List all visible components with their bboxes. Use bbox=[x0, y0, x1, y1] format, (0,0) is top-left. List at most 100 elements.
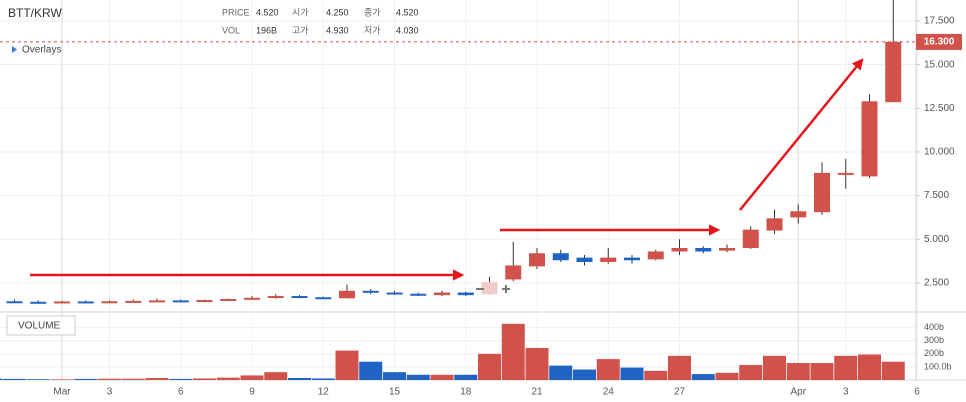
price-label: PRICE bbox=[222, 7, 250, 17]
volume-bar bbox=[145, 378, 169, 380]
y-tick-label: 10.000 bbox=[924, 147, 955, 158]
x-tick-label: 12 bbox=[318, 387, 330, 398]
price: 4.520 bbox=[256, 7, 279, 17]
candle-body bbox=[434, 292, 450, 296]
candle-body bbox=[30, 301, 47, 304]
last-price-label: 16.300 bbox=[924, 37, 955, 48]
y-tick-label: 12.500 bbox=[924, 103, 955, 114]
x-tick-label: 21 bbox=[531, 387, 543, 398]
volume-bar bbox=[739, 364, 763, 380]
volume-bar bbox=[834, 355, 858, 380]
x-tick-label: 27 bbox=[674, 387, 686, 398]
candle-body bbox=[6, 301, 23, 304]
marks bbox=[0, 0, 916, 380]
open-label: 시가 bbox=[292, 7, 309, 17]
volume-bar bbox=[193, 378, 216, 380]
close: 4.520 bbox=[396, 7, 419, 17]
volume-bar bbox=[359, 361, 383, 380]
overlays-caret[interactable] bbox=[12, 46, 17, 53]
candle-body bbox=[220, 298, 237, 301]
x-tick-label: 6 bbox=[178, 387, 184, 398]
x-tick-label: 9 bbox=[249, 387, 255, 398]
vol-label: VOL bbox=[222, 25, 240, 35]
volume-bar bbox=[406, 374, 430, 380]
grid bbox=[0, 0, 918, 380]
volume-bar bbox=[501, 323, 525, 380]
candle-body bbox=[695, 248, 712, 252]
y-tick-label: 15.000 bbox=[924, 59, 955, 70]
volume-bar bbox=[810, 363, 834, 380]
candle-body bbox=[552, 253, 569, 261]
volume-bar bbox=[430, 374, 454, 380]
overlays-button[interactable]: Overlays bbox=[22, 45, 61, 56]
volume-bar bbox=[454, 374, 478, 380]
candle-body bbox=[624, 257, 640, 261]
y-tick-label: 7.500 bbox=[924, 190, 949, 201]
x-tick-label: 3 bbox=[843, 387, 849, 398]
volume-bar bbox=[50, 379, 74, 380]
volume-bar bbox=[858, 354, 881, 380]
y-tick-label: 5.000 bbox=[924, 234, 949, 245]
volume-bar bbox=[668, 355, 691, 380]
volume-pane-label: VOLUME bbox=[18, 321, 61, 332]
volume-tick-label: 300b bbox=[924, 335, 944, 345]
candle-body bbox=[244, 297, 260, 300]
candle-body bbox=[410, 293, 427, 296]
volume-tick-label: 100.0b bbox=[924, 361, 952, 371]
candle-body bbox=[837, 172, 854, 175]
candle-body bbox=[101, 301, 118, 304]
x-tick-label: 6 bbox=[914, 387, 920, 398]
candle-body bbox=[861, 101, 878, 177]
vol: 196B bbox=[256, 25, 277, 35]
candle-body bbox=[576, 257, 593, 262]
candle-body bbox=[790, 211, 807, 218]
x-tick-label: 18 bbox=[460, 387, 472, 398]
volume-bar bbox=[3, 378, 26, 380]
candle-body bbox=[149, 300, 165, 303]
high: 4.930 bbox=[326, 25, 349, 35]
y-tick-label: 17.500 bbox=[924, 16, 955, 27]
volume-bar bbox=[335, 350, 359, 380]
candle-body bbox=[77, 301, 94, 304]
x-tick-label: 24 bbox=[603, 387, 615, 398]
candle-body bbox=[125, 300, 142, 303]
volume-pane-box bbox=[6, 315, 76, 336]
candle-body bbox=[362, 290, 379, 293]
x-tick-label: 3 bbox=[107, 387, 113, 398]
candle-body bbox=[315, 297, 332, 300]
zoom-control bbox=[474, 282, 514, 296]
volume-bar bbox=[264, 372, 288, 380]
volume-bar bbox=[691, 374, 715, 380]
volume-bar bbox=[478, 353, 501, 380]
candle-body bbox=[196, 300, 213, 303]
candle-body bbox=[814, 172, 830, 213]
volume-bar bbox=[596, 359, 620, 380]
volume-bar bbox=[288, 378, 311, 380]
volume-bar bbox=[573, 369, 596, 380]
candle-body bbox=[766, 218, 783, 231]
volume-bar bbox=[240, 375, 264, 380]
volume-bar bbox=[763, 355, 786, 380]
candle-body bbox=[671, 248, 688, 252]
volume-bar bbox=[169, 378, 193, 380]
annotation-arrow bbox=[739, 58, 864, 211]
candle-body bbox=[529, 253, 545, 267]
volume-bar bbox=[74, 378, 98, 380]
x-tick-label: Apr bbox=[790, 387, 806, 398]
volume-tick-label: 400b bbox=[924, 322, 944, 332]
candle-body bbox=[647, 251, 664, 260]
low-label: 저가 bbox=[364, 25, 381, 35]
candle-body bbox=[339, 290, 355, 299]
volume-bar bbox=[121, 378, 145, 380]
volume-bar bbox=[549, 365, 573, 380]
volume-bar bbox=[644, 370, 668, 380]
last-price-box bbox=[916, 33, 962, 50]
candle-body bbox=[291, 296, 308, 299]
candle-body bbox=[885, 41, 902, 103]
volume-bar bbox=[311, 378, 335, 380]
low: 4.030 bbox=[396, 25, 419, 35]
volume-bar bbox=[715, 372, 739, 380]
volume-bar bbox=[216, 377, 240, 380]
volume-bar bbox=[620, 367, 644, 380]
